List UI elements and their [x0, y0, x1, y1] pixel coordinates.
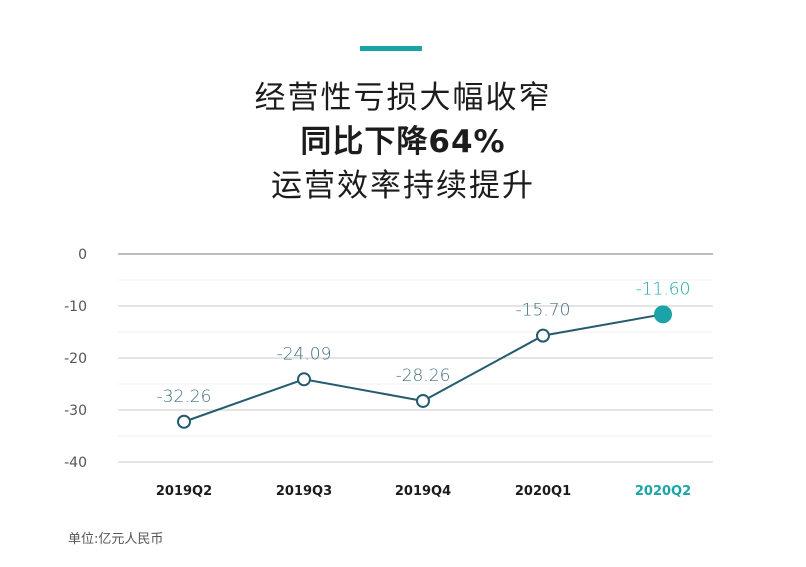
y-tick-label: -30	[64, 403, 87, 419]
data-point	[177, 414, 191, 429]
data-point	[297, 372, 311, 387]
y-tick-label: -40	[64, 455, 87, 471]
x-tick-label: 2019Q4	[395, 484, 451, 499]
y-tick-label: 0	[78, 247, 87, 263]
data-point	[654, 305, 672, 324]
data-point	[536, 328, 550, 343]
data-label: -24.09	[277, 344, 332, 364]
data-label: -28.26	[396, 366, 451, 386]
y-tick-label: -20	[64, 351, 87, 367]
title-line-1: 经营性亏损大幅收窄	[254, 80, 552, 116]
data-label: -32.26	[157, 387, 212, 407]
data-point	[416, 393, 430, 408]
x-tick-label: 2020Q1	[515, 484, 571, 499]
x-tick-label: 2020Q2	[635, 484, 691, 499]
unit-label: 单位:亿元人民币	[68, 532, 164, 547]
title-line-2: 同比下降64%	[300, 124, 506, 160]
data-label: -11.60	[636, 279, 691, 299]
x-tick-label: 2019Q2	[156, 484, 212, 499]
data-label: -15.70	[516, 301, 571, 321]
title-line-3: 运营效率持续提升	[271, 168, 535, 204]
y-tick-label: -10	[64, 299, 87, 315]
accent-bar	[360, 46, 422, 51]
x-tick-label: 2019Q3	[276, 484, 332, 499]
